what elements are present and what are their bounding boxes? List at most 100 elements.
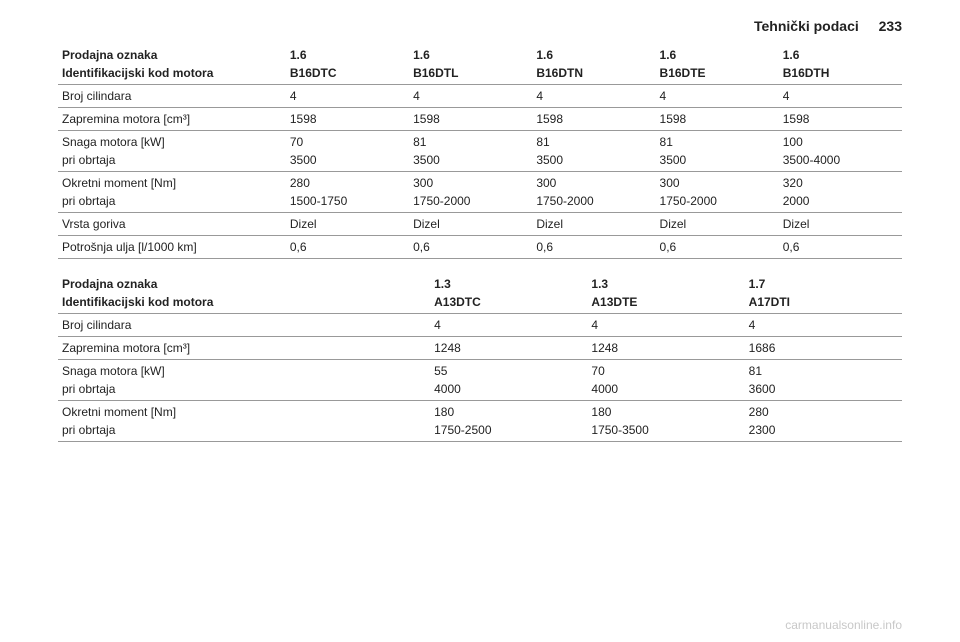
row-label: pri obrtaja	[58, 419, 430, 442]
table-row: Broj cilindara444	[58, 314, 902, 337]
row-value: A17DTI	[745, 291, 902, 314]
row-value: 55	[430, 360, 587, 379]
row-value: 320	[779, 172, 902, 191]
row-label: Okretni moment [Nm]	[58, 172, 286, 191]
row-value: Dizel	[409, 213, 532, 236]
row-value: 1598	[779, 108, 902, 131]
page-number: 233	[879, 18, 902, 34]
row-value: 1500-1750	[286, 190, 409, 213]
row-value: 4000	[430, 378, 587, 401]
row-value: 3500	[409, 149, 532, 172]
row-value: 300	[532, 172, 655, 191]
row-value: 1750-2500	[430, 419, 587, 442]
row-value: B16DTN	[532, 62, 655, 85]
row-value: A13DTE	[587, 291, 744, 314]
page-header: Tehnički podaci 233	[58, 18, 902, 34]
row-value: 4	[656, 85, 779, 108]
row-value: 0,6	[286, 236, 409, 259]
row-value: 3500	[656, 149, 779, 172]
row-value: 1598	[656, 108, 779, 131]
row-label: Prodajna oznaka	[58, 44, 286, 62]
table-row: pri obrtaja1750-25001750-35002300	[58, 419, 902, 442]
row-value: 4000	[587, 378, 744, 401]
table-row: Prodajna oznaka1.61.61.61.61.6	[58, 44, 902, 62]
row-value: 3500	[286, 149, 409, 172]
row-label: Zapremina motora [cm³]	[58, 337, 430, 360]
row-label: Snaga motora [kW]	[58, 131, 286, 150]
row-label: Vrsta goriva	[58, 213, 286, 236]
table-row: Prodajna oznaka1.31.31.7	[58, 273, 902, 291]
row-value: 81	[656, 131, 779, 150]
row-value: Dizel	[286, 213, 409, 236]
row-value: 280	[745, 401, 902, 420]
row-value: 1.3	[587, 273, 744, 291]
row-value: 4	[430, 314, 587, 337]
row-value: B16DTC	[286, 62, 409, 85]
row-value: 180	[430, 401, 587, 420]
row-value: 1598	[532, 108, 655, 131]
row-label: Potrošnja ulja [l/1000 km]	[58, 236, 286, 259]
table-row: pri obrtaja35003500350035003500-4000	[58, 149, 902, 172]
row-value: 1.3	[430, 273, 587, 291]
row-label: Okretni moment [Nm]	[58, 401, 430, 420]
row-value: 4	[745, 314, 902, 337]
watermark: carmanualsonline.info	[785, 618, 902, 632]
row-label: pri obrtaja	[58, 149, 286, 172]
row-label: Snaga motora [kW]	[58, 360, 430, 379]
row-value: 1.6	[656, 44, 779, 62]
row-value: 81	[745, 360, 902, 379]
row-label: Broj cilindara	[58, 85, 286, 108]
row-value: Dizel	[779, 213, 902, 236]
row-value: 3500-4000	[779, 149, 902, 172]
spec-table-1: Prodajna oznaka1.61.61.61.61.6Identifika…	[58, 44, 902, 259]
table-row: Zapremina motora [cm³]124812481686	[58, 337, 902, 360]
row-value: 1248	[587, 337, 744, 360]
row-value: 2000	[779, 190, 902, 213]
row-value: 1750-3500	[587, 419, 744, 442]
header-title: Tehnički podaci	[754, 18, 859, 34]
spec-table-2: Prodajna oznaka1.31.31.7Identifikacijski…	[58, 273, 902, 442]
table-row: Broj cilindara44444	[58, 85, 902, 108]
row-value: 1.6	[779, 44, 902, 62]
row-value: 1.6	[409, 44, 532, 62]
row-label: Identifikacijski kod motora	[58, 291, 430, 314]
row-value: 81	[409, 131, 532, 150]
table-row: Okretni moment [Nm]280300300300320	[58, 172, 902, 191]
row-value: 4	[587, 314, 744, 337]
row-value: 3500	[532, 149, 655, 172]
row-value: 4	[779, 85, 902, 108]
row-value: 1686	[745, 337, 902, 360]
row-value: B16DTE	[656, 62, 779, 85]
table-row: pri obrtaja1500-17501750-20001750-200017…	[58, 190, 902, 213]
table-row: Snaga motora [kW]557081	[58, 360, 902, 379]
row-value: 1598	[286, 108, 409, 131]
row-value: 0,6	[532, 236, 655, 259]
row-value: 300	[656, 172, 779, 191]
row-value: B16DTH	[779, 62, 902, 85]
row-label: Prodajna oznaka	[58, 273, 430, 291]
row-value: 280	[286, 172, 409, 191]
row-value: 0,6	[656, 236, 779, 259]
table-row: pri obrtaja400040003600	[58, 378, 902, 401]
row-value: 81	[532, 131, 655, 150]
row-value: 180	[587, 401, 744, 420]
table-row: Identifikacijski kod motoraA13DTCA13DTEA…	[58, 291, 902, 314]
row-value: A13DTC	[430, 291, 587, 314]
row-value: 3600	[745, 378, 902, 401]
row-value: 1.6	[286, 44, 409, 62]
row-value: 0,6	[779, 236, 902, 259]
row-value: 70	[286, 131, 409, 150]
row-value: 4	[409, 85, 532, 108]
table-row: Okretni moment [Nm]180180280	[58, 401, 902, 420]
row-value: 70	[587, 360, 744, 379]
row-value: Dizel	[656, 213, 779, 236]
row-value: B16DTL	[409, 62, 532, 85]
page: Tehnički podaci 233 Prodajna oznaka1.61.…	[0, 0, 960, 642]
row-label: Identifikacijski kod motora	[58, 62, 286, 85]
row-value: 4	[532, 85, 655, 108]
row-value: 0,6	[409, 236, 532, 259]
row-value: 1.7	[745, 273, 902, 291]
table-row: Identifikacijski kod motoraB16DTCB16DTLB…	[58, 62, 902, 85]
row-value: Dizel	[532, 213, 655, 236]
row-value: 1248	[430, 337, 587, 360]
